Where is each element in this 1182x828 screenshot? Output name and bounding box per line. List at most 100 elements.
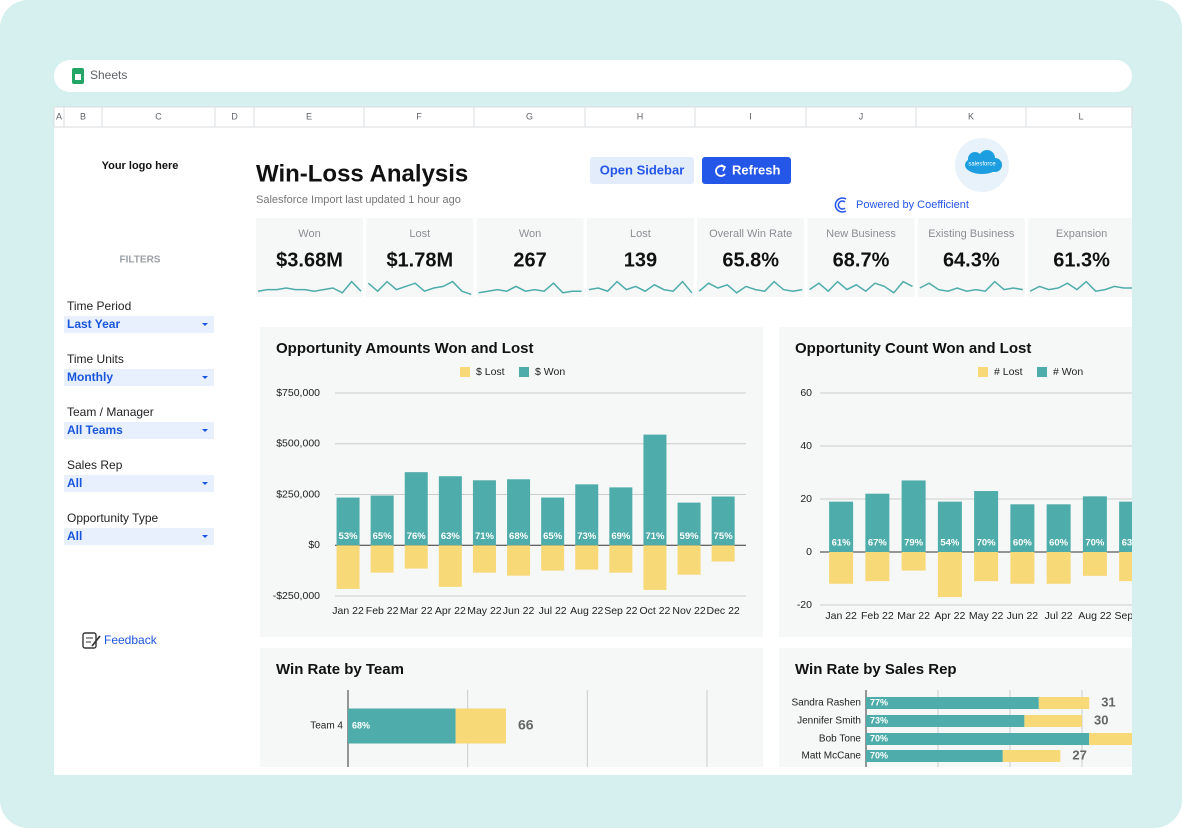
- legend-swatch: [1037, 367, 1047, 377]
- open-sidebar-button[interactable]: Open Sidebar: [590, 157, 694, 184]
- filter-value: Last Year: [67, 317, 120, 331]
- feedback-link[interactable]: Feedback: [82, 632, 158, 649]
- kpi-row: Won $3.68M Lost $1.78M Won 267 Lost 139 Overall …: [256, 218, 1132, 297]
- column-label: K: [968, 111, 974, 121]
- x-tick-label: Feb 22: [366, 605, 399, 617]
- dropdown-arrow: [202, 323, 208, 326]
- title-bar: [54, 60, 1132, 92]
- bar: [974, 491, 999, 552]
- filter-value: All: [67, 476, 82, 490]
- dropdown-bg: [64, 316, 214, 333]
- filter-dropdown[interactable]: All: [64, 528, 214, 545]
- legend-label: $ Lost: [476, 366, 505, 378]
- filter-dropdown[interactable]: All: [64, 475, 214, 492]
- bar-rate-label: 53%: [339, 531, 359, 542]
- dashboard-subtitle: Salesforce Import last updated 1 hour ag…: [256, 194, 461, 206]
- sparkline: [919, 280, 1023, 293]
- dropdown-bg: [64, 475, 214, 492]
- bar-total-label: 30: [1094, 712, 1108, 727]
- bar: [974, 552, 999, 582]
- x-tick-label: Nov 22: [672, 605, 705, 617]
- x-tick-label: Apr 22: [435, 605, 466, 617]
- salesforce-cloud: [965, 150, 1002, 174]
- bar: [1089, 733, 1132, 745]
- salesforce-logo-text: salesforce: [968, 162, 996, 168]
- sparkline: [1029, 280, 1132, 293]
- x-tick-label: Jan 22: [332, 605, 364, 617]
- x-tick-label: Sep 22: [604, 605, 637, 617]
- bar: [404, 472, 428, 546]
- feedback-text[interactable]: Feedback: [104, 633, 158, 647]
- bar-rate-label: 59%: [680, 531, 700, 542]
- bar: [866, 750, 1003, 762]
- x-tick-label: May 22: [467, 605, 502, 617]
- charts: Opportunity Amounts Won and Lost $750,000…: [260, 327, 1132, 767]
- x-tick-label: Aug 22: [570, 605, 603, 617]
- bar-rate-label: 70%: [977, 538, 997, 549]
- filter-dropdown[interactable]: All Teams: [64, 422, 214, 439]
- bar: [643, 434, 667, 546]
- dropdown-bg: [64, 528, 214, 545]
- filter-dropdown[interactable]: Last Year: [64, 316, 214, 333]
- y-tick-label: $750,000: [276, 387, 320, 399]
- kpi-value: $3.68M: [276, 249, 343, 271]
- y-tick-label: $250,000: [276, 488, 320, 500]
- bar: [1024, 715, 1082, 727]
- dashboard-title: Win-Loss Analysis: [256, 160, 468, 187]
- kpi-value: 68.7%: [833, 249, 890, 271]
- bar: [937, 501, 962, 552]
- bar: [609, 487, 633, 546]
- x-tick-label: Jun 22: [1007, 610, 1039, 622]
- filter-label: Time Period: [67, 299, 131, 313]
- bar-rate-label: 70%: [1085, 538, 1105, 549]
- button-bg[interactable]: [590, 157, 694, 184]
- bar: [643, 545, 667, 590]
- button-label[interactable]: Refresh: [732, 162, 780, 177]
- bar: [472, 545, 496, 573]
- bar: [865, 493, 890, 552]
- filters: Time Period Last Year Time Units Monthly Tea…: [64, 299, 214, 545]
- bar: [829, 552, 854, 584]
- bar-rate-label: 69%: [611, 531, 631, 542]
- legend-swatch: [519, 367, 529, 377]
- bar-rate-label: 68%: [509, 531, 529, 542]
- bar: [336, 497, 360, 546]
- powered-by[interactable]: Powered by Coefficient: [856, 199, 969, 211]
- button-label[interactable]: Open Sidebar: [600, 162, 685, 177]
- chart-title: Opportunity Amounts Won and Lost: [276, 340, 533, 357]
- dropdown-arrow: [202, 376, 208, 379]
- refresh-button[interactable]: Refresh: [702, 157, 791, 184]
- bar: [370, 545, 394, 573]
- bar-rate-label: 76%: [407, 531, 427, 542]
- column-label: D: [231, 111, 238, 121]
- bar-rate-label: 67%: [868, 538, 888, 549]
- bar-rate-label: 75%: [714, 531, 734, 542]
- filter-value: All: [67, 529, 82, 543]
- filter-dropdown[interactable]: Monthly: [64, 369, 214, 386]
- bar: [507, 545, 531, 576]
- kpi-label: Won: [519, 228, 541, 240]
- bar: [677, 545, 701, 575]
- bar-total-label: 31: [1101, 694, 1115, 709]
- sheets-icon-grid: [75, 74, 81, 80]
- bar-rate-label: 79%: [904, 538, 924, 549]
- bar: [575, 484, 599, 546]
- y-tick-label: Bob Tone: [819, 734, 862, 745]
- bar-rate-label: 60%: [1049, 538, 1069, 549]
- bar: [1010, 552, 1035, 584]
- column-label: I: [749, 111, 752, 121]
- bar: [1010, 504, 1035, 552]
- x-tick-label: Jul 22: [539, 605, 567, 617]
- cloud-part: [968, 152, 982, 166]
- legend-swatch: [978, 367, 988, 377]
- bar: [541, 545, 565, 571]
- bar: [404, 545, 428, 569]
- chart-title: Win Rate by Sales Rep: [795, 661, 957, 678]
- app-name: Sheets: [90, 68, 127, 82]
- kpi-label: Lost: [630, 228, 651, 240]
- dropdown-bg: [64, 422, 214, 439]
- button-bg[interactable]: [702, 157, 791, 184]
- y-tick-label: Jennifer Smith: [797, 716, 861, 727]
- y-tick-label: Sandra Rashen: [792, 698, 862, 709]
